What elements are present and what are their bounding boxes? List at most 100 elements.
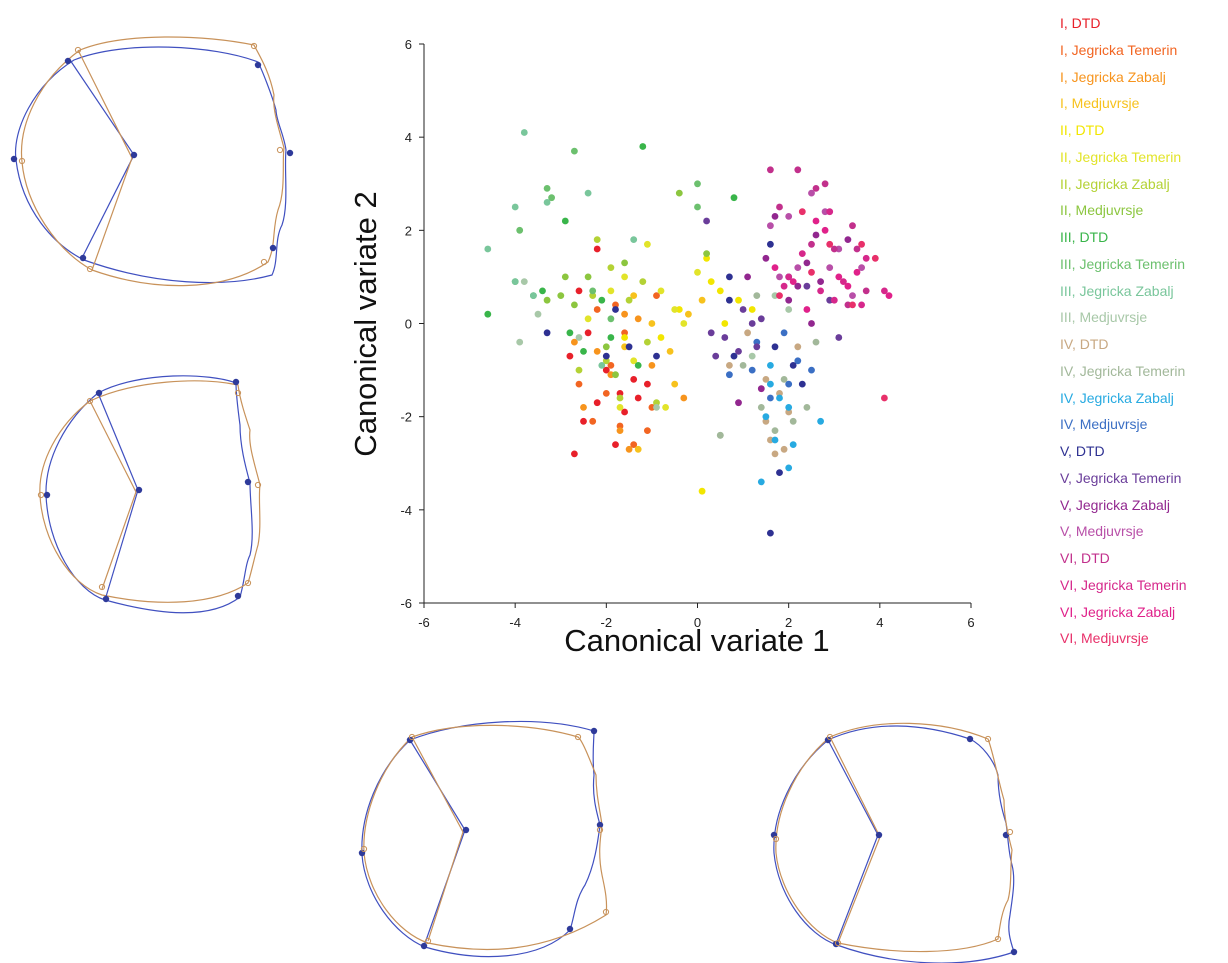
data-point xyxy=(849,301,856,309)
data-point xyxy=(830,245,838,253)
legend-item: I, Medjuvrsje xyxy=(1060,95,1140,112)
data-point xyxy=(776,273,783,281)
data-point xyxy=(835,334,843,341)
data-point xyxy=(548,194,555,202)
data-point xyxy=(602,357,610,365)
data-point xyxy=(593,306,601,313)
data-point xyxy=(539,287,546,295)
legend-item: V, DTD xyxy=(1060,443,1105,459)
data-point xyxy=(794,282,802,290)
data-point xyxy=(634,315,642,323)
data-point xyxy=(853,245,861,253)
data-point xyxy=(612,441,619,448)
data-point xyxy=(543,199,551,206)
data-point xyxy=(616,427,624,434)
x-tick-label: 6 xyxy=(967,615,974,630)
data-point xyxy=(593,399,601,407)
data-point xyxy=(703,250,710,257)
outline-diagram-middle-left xyxy=(37,375,262,614)
data-point xyxy=(785,464,793,472)
data-point xyxy=(593,236,601,244)
data-point xyxy=(561,217,569,225)
data-point xyxy=(767,222,774,230)
data-point xyxy=(716,431,724,439)
legend-item: I, DTD xyxy=(1060,15,1101,31)
outline-diagram-bottom-right xyxy=(770,722,1018,963)
data-point xyxy=(776,394,783,402)
data-point xyxy=(580,348,587,355)
data-point xyxy=(680,320,688,327)
data-point xyxy=(703,254,710,262)
data-point xyxy=(580,404,587,411)
data-point xyxy=(557,292,565,299)
data-point xyxy=(726,296,733,304)
data-point xyxy=(657,334,665,341)
data-point xyxy=(593,245,601,253)
data-point xyxy=(685,310,692,318)
data-point xyxy=(516,226,524,234)
data-point xyxy=(671,380,679,388)
data-point xyxy=(621,334,628,341)
data-point xyxy=(789,417,797,425)
data-point xyxy=(730,352,738,360)
legend-item: I, Jegricka Zabalj xyxy=(1060,68,1166,85)
y-tick-label: 0 xyxy=(405,317,412,332)
data-point xyxy=(730,194,738,202)
data-point xyxy=(639,278,647,285)
data-point xyxy=(671,306,679,313)
data-point xyxy=(644,240,651,248)
data-point xyxy=(771,427,779,434)
data-point xyxy=(598,362,606,369)
data-point xyxy=(571,338,578,346)
y-tick-label: -6 xyxy=(400,596,412,611)
data-point xyxy=(771,264,779,271)
data-point xyxy=(753,292,761,299)
data-point xyxy=(607,315,615,323)
data-point xyxy=(602,352,610,360)
data-point xyxy=(767,362,774,369)
data-point xyxy=(757,315,765,323)
data-point xyxy=(881,287,888,295)
data-point xyxy=(757,478,765,486)
data-point xyxy=(881,394,888,402)
data-point xyxy=(808,268,815,276)
data-point xyxy=(543,329,551,337)
data-point xyxy=(862,287,870,295)
data-point xyxy=(575,380,583,388)
data-point xyxy=(849,222,856,230)
data-point xyxy=(844,236,852,244)
data-point xyxy=(584,273,592,281)
data-point xyxy=(484,245,492,253)
data-point xyxy=(785,273,793,281)
data-point xyxy=(771,343,779,351)
legend-item: VI, Jegricka Zabalj xyxy=(1060,603,1176,620)
data-point xyxy=(589,292,597,299)
data-point xyxy=(808,366,815,374)
data-point xyxy=(785,306,793,313)
data-point xyxy=(798,380,806,388)
data-point xyxy=(735,399,742,407)
data-point xyxy=(762,254,770,262)
data-point xyxy=(511,278,519,285)
data-point xyxy=(862,254,870,262)
legend-item: V, Jegricka Zabalj xyxy=(1060,496,1170,513)
legend-item: II, Jegricka Temerin xyxy=(1060,148,1182,165)
data-point xyxy=(621,329,628,337)
data-point xyxy=(639,143,647,150)
data-point xyxy=(826,240,834,248)
data-point xyxy=(844,282,852,290)
y-tick-label: 6 xyxy=(405,37,412,52)
data-point xyxy=(694,268,701,276)
data-point xyxy=(625,445,633,453)
data-point xyxy=(543,296,551,304)
data-point xyxy=(789,362,797,369)
data-point xyxy=(712,352,720,360)
data-point xyxy=(830,296,838,304)
data-point xyxy=(680,394,688,402)
data-point xyxy=(789,278,797,285)
data-point xyxy=(621,408,628,416)
scatter-plot: -6 -4 -2 0 2 4 6 6 4 2 0 -2 -4 -6 Canonical variate 1… xyxy=(348,37,975,658)
data-point xyxy=(707,329,715,337)
data-point xyxy=(653,404,660,411)
data-point xyxy=(776,292,783,299)
